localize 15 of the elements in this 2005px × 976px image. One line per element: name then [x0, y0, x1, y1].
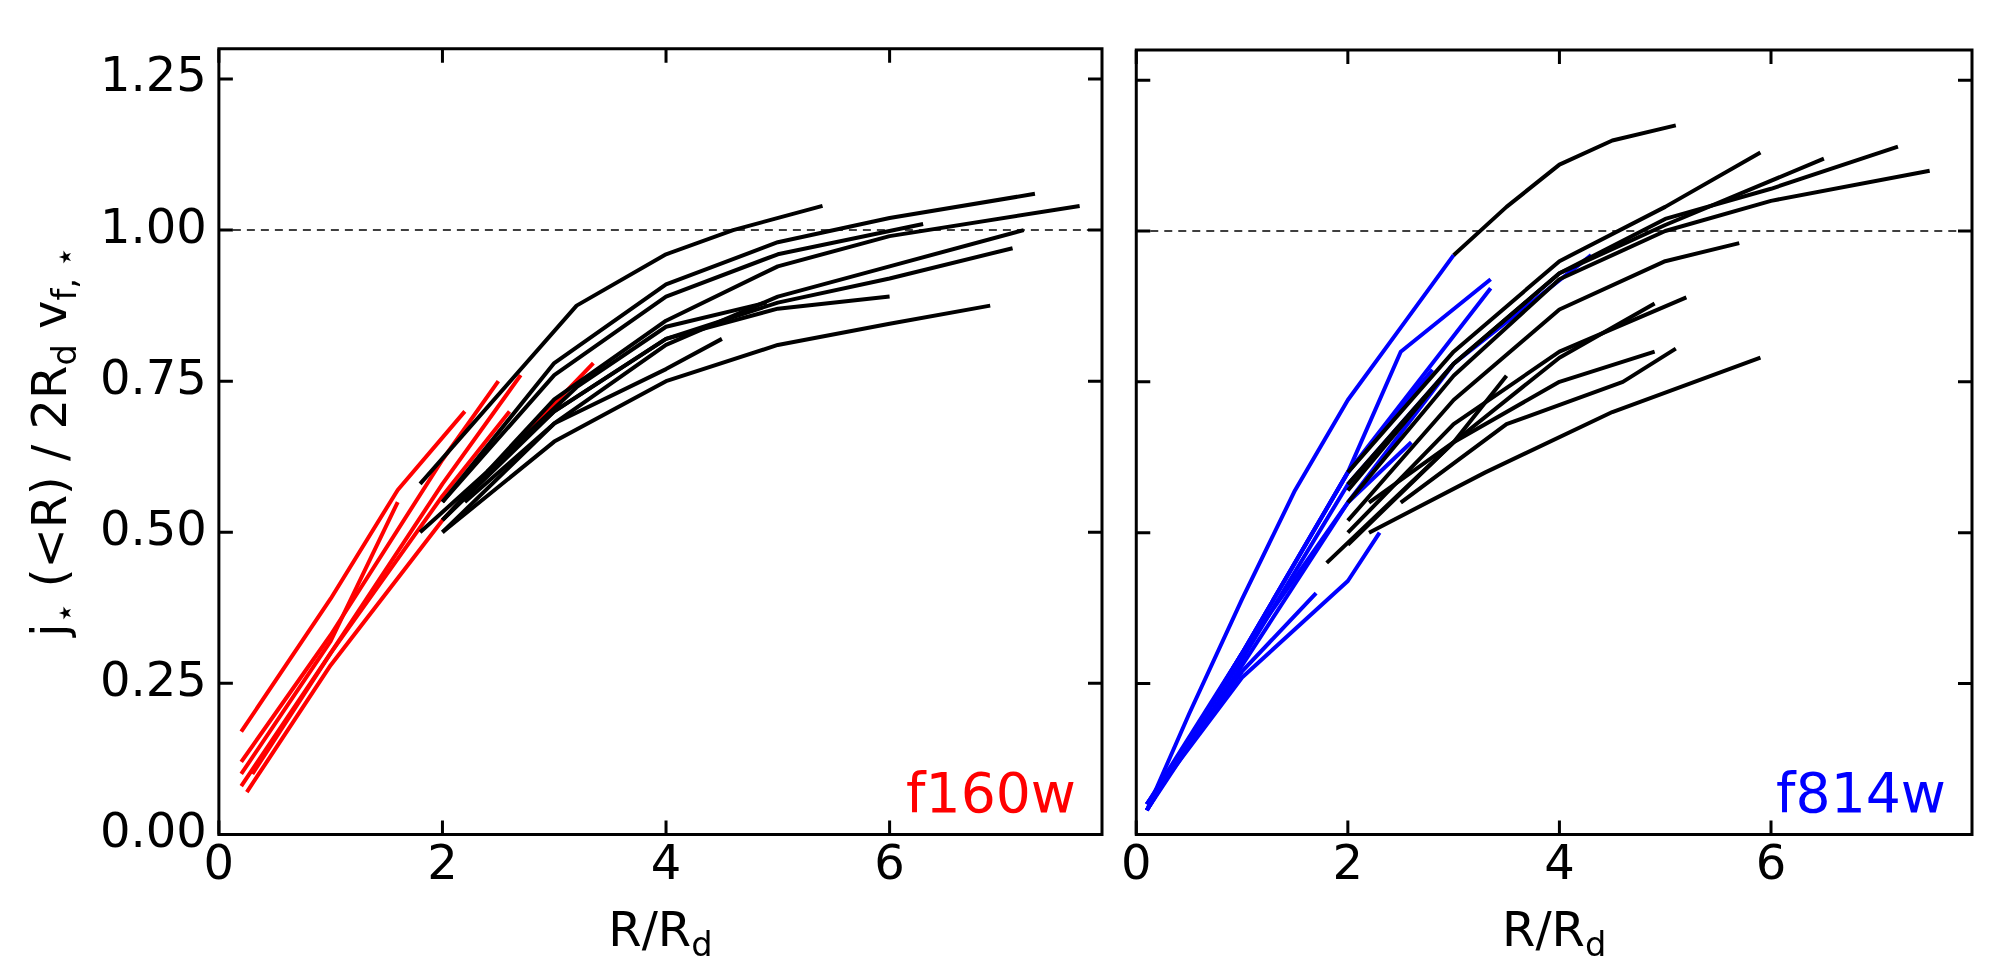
x-tick-label: 2 — [427, 833, 458, 890]
y-tick-label: 0.25 — [100, 650, 207, 707]
y-tick-label: 0.50 — [100, 499, 207, 556]
x-tick-label: 6 — [1755, 833, 1787, 890]
annotation: f814w — [1776, 761, 1947, 826]
y-tick-label: 1.00 — [100, 197, 207, 254]
y-tick-label: 0.75 — [100, 348, 207, 405]
y-axis-title: j⋆ (<R) / 2Rd vf, ⋆ — [21, 246, 84, 638]
x-tick-label: 2 — [1332, 833, 1364, 890]
x-tick-label: 4 — [1544, 833, 1575, 890]
x-tick-label: 4 — [650, 833, 682, 890]
y-tick-label: 1.25 — [100, 46, 207, 103]
x-tick-label: 0 — [1121, 833, 1152, 890]
annotation: f160w — [906, 761, 1077, 826]
x-tick-label: 6 — [874, 833, 905, 890]
